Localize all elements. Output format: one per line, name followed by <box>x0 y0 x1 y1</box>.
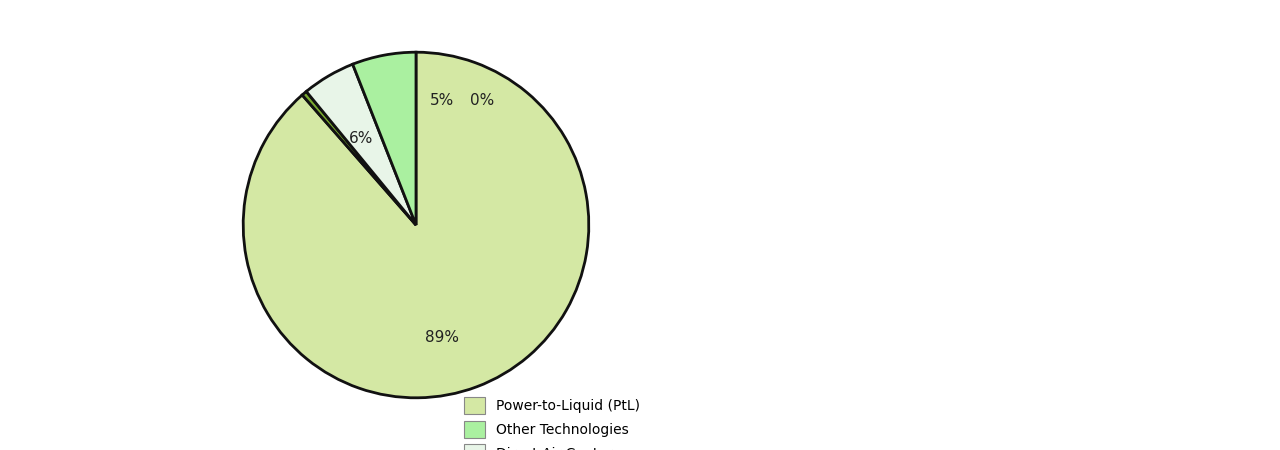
Text: 6%: 6% <box>348 131 372 146</box>
Wedge shape <box>302 91 416 225</box>
Wedge shape <box>306 64 416 225</box>
Text: 0%: 0% <box>470 93 494 108</box>
Wedge shape <box>243 52 589 398</box>
Text: 5%: 5% <box>430 93 454 108</box>
Wedge shape <box>353 52 416 225</box>
Text: 89%: 89% <box>425 330 460 345</box>
Legend: Power-to-Liquid (PtL), Other Technologies, Direct Air Capture, Alcohol-to-Jet (A: Power-to-Liquid (PtL), Other Technologie… <box>457 390 648 450</box>
